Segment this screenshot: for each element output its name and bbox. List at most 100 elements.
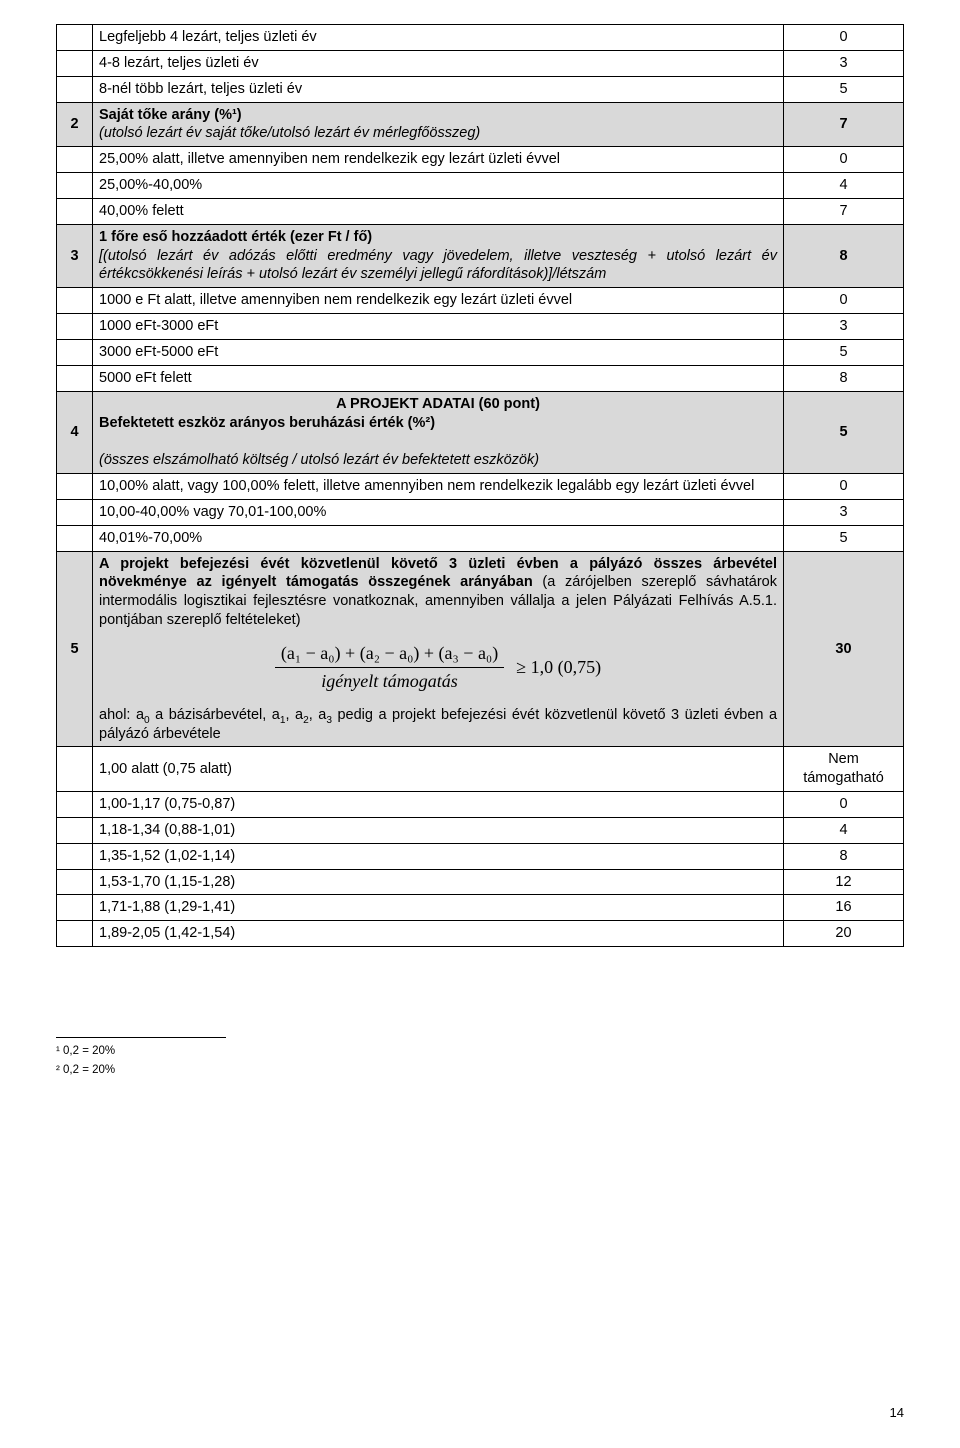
footnote-2: ² 0,2 = 20% [56, 1061, 904, 1079]
row-text: 1000 e Ft alatt, illetve amennyiben nem … [93, 288, 784, 314]
row-value: 3 [784, 314, 904, 340]
row-num-empty [57, 339, 93, 365]
criteria-max: 7 [784, 102, 904, 147]
t: , a [309, 707, 327, 723]
row-text: 1,71-1,88 (1,29-1,41) [93, 895, 784, 921]
row-value: 4 [784, 817, 904, 843]
table-row: Legfeljebb 4 lezárt, teljes üzleti év 0 [57, 25, 904, 51]
row-num-empty [57, 314, 93, 340]
fraction-numerator: (a₁ − a₀) + (a₂ − a₀) + (a₃ − a₀) [275, 642, 504, 667]
row-text: 1,00-1,17 (0,75-0,87) [93, 792, 784, 818]
row-text: 4-8 lezárt, teljes üzleti év [93, 50, 784, 76]
criteria-number: 3 [57, 224, 93, 288]
criteria-subtitle: (összes elszámolható költség / utolsó le… [99, 452, 539, 468]
table-row: 5000 eFt felett 8 [57, 365, 904, 391]
footnote-1: ¹ 0,2 = 20% [56, 1042, 904, 1060]
t: ahol: a [99, 707, 144, 723]
table-row: 10,00-40,00% vagy 70,01-100,00% 3 [57, 499, 904, 525]
row-text: 25,00%-40,00% [93, 173, 784, 199]
criteria-number: 5 [57, 551, 93, 747]
table-row: 1,89-2,05 (1,42-1,54) 20 [57, 921, 904, 947]
criteria-title: Saját tőke arány (%¹) [99, 107, 242, 123]
criteria-subtitle: (utolsó lezárt év saját tőke/utolsó lezá… [99, 125, 480, 141]
row-text: 3000 eFt-5000 eFt [93, 339, 784, 365]
criteria-max: 5 [784, 391, 904, 473]
table-row: 1000 eFt-3000 eFt 3 [57, 314, 904, 340]
table-row: 3000 eFt-5000 eFt 5 [57, 339, 904, 365]
row-value: 8 [784, 365, 904, 391]
criteria-text: 1 főre eső hozzáadott érték (ezer Ft / f… [93, 224, 784, 288]
criteria-number: 2 [57, 102, 93, 147]
row-num-empty [57, 365, 93, 391]
row-value: 7 [784, 198, 904, 224]
formula-where: ahol: a0 a bázisárbevétel, a1, a2, a3 pe… [99, 706, 777, 744]
row-num-empty [57, 198, 93, 224]
row-text: 10,00% alatt, vagy 100,00% felett, illet… [93, 474, 784, 500]
row-value: 3 [784, 499, 904, 525]
fraction-denominator: igényelt támogatás [275, 667, 504, 693]
row-text: Legfeljebb 4 lezárt, teljes üzleti év [93, 25, 784, 51]
row-value: 0 [784, 288, 904, 314]
table-row: 1,18-1,34 (0,88-1,01) 4 [57, 817, 904, 843]
row-num-empty [57, 817, 93, 843]
table-row: 1,71-1,88 (1,29-1,41) 16 [57, 895, 904, 921]
row-text: 40,01%-70,00% [93, 525, 784, 551]
table-row: 25,00% alatt, illetve amennyiben nem ren… [57, 147, 904, 173]
page: Legfeljebb 4 lezárt, teljes üzleti év 0 … [0, 0, 960, 1448]
row-value: 0 [784, 147, 904, 173]
row-num-empty [57, 792, 93, 818]
criteria-title: Befektetett eszköz arányos beruházási ér… [99, 415, 435, 431]
table-row: 1,00-1,17 (0,75-0,87) 0 [57, 792, 904, 818]
row-num-empty [57, 147, 93, 173]
row-num-empty [57, 173, 93, 199]
table-row: 10,00% alatt, vagy 100,00% felett, illet… [57, 474, 904, 500]
row-text: 1,00 alatt (0,75 alatt) [93, 747, 784, 792]
table-row: 1,35-1,52 (1,02-1,14) 8 [57, 843, 904, 869]
page-number: 14 [890, 1405, 904, 1420]
table-row: 25,00%-40,00% 4 [57, 173, 904, 199]
row-num-empty [57, 499, 93, 525]
row-num-empty [57, 747, 93, 792]
scoring-table: Legfeljebb 4 lezárt, teljes üzleti év 0 … [56, 24, 904, 947]
row-text: 10,00-40,00% vagy 70,01-100,00% [93, 499, 784, 525]
row-value: 3 [784, 50, 904, 76]
row-value: 16 [784, 895, 904, 921]
table-row: 1000 e Ft alatt, illetve amennyiben nem … [57, 288, 904, 314]
row-text: 25,00% alatt, illetve amennyiben nem ren… [93, 147, 784, 173]
table-row: 40,00% felett 7 [57, 198, 904, 224]
criteria-max: 8 [784, 224, 904, 288]
row-text: 1,53-1,70 (1,15-1,28) [93, 869, 784, 895]
row-value: 8 [784, 843, 904, 869]
row-num-empty [57, 895, 93, 921]
row-text: 40,00% felett [93, 198, 784, 224]
criteria-text: Saját tőke arány (%¹) (utolsó lezárt év … [93, 102, 784, 147]
row-text: 1,18-1,34 (0,88-1,01) [93, 817, 784, 843]
row-num-empty [57, 76, 93, 102]
inequality: ≥ 1,0 (0,75) [516, 657, 601, 677]
row-num-empty [57, 525, 93, 551]
section-title: A PROJEKT ADATAI (60 pont) [99, 395, 777, 414]
row-num-empty [57, 50, 93, 76]
criteria-number: 4 [57, 391, 93, 473]
row-value: 4 [784, 173, 904, 199]
criteria-title: 1 főre eső hozzáadott érték (ezer Ft / f… [99, 229, 372, 245]
criteria-subtitle: [(utolsó lezárt év adózás előtti eredmén… [99, 248, 777, 283]
row-value: 0 [784, 792, 904, 818]
criteria-text: A projekt befejezési évét közvetlenül kö… [93, 551, 784, 747]
row-num-empty [57, 843, 93, 869]
formula: (a₁ − a₀) + (a₂ − a₀) + (a₃ − a₀) igénye… [99, 630, 777, 706]
table-row: 1,53-1,70 (1,15-1,28) 12 [57, 869, 904, 895]
t: a bázisárbevétel, a [150, 707, 280, 723]
row-text: 1,89-2,05 (1,42-1,54) [93, 921, 784, 947]
row-value: 5 [784, 525, 904, 551]
criteria-header-row: 2 Saját tőke arány (%¹) (utolsó lezárt é… [57, 102, 904, 147]
table-row: 40,01%-70,00% 5 [57, 525, 904, 551]
criteria-max: 30 [784, 551, 904, 747]
row-value: 0 [784, 25, 904, 51]
row-num-empty [57, 869, 93, 895]
criteria-header-row: 3 1 főre eső hozzáadott érték (ezer Ft /… [57, 224, 904, 288]
table-row: 1,00 alatt (0,75 alatt) Nem támogatható [57, 747, 904, 792]
criteria-text: A PROJEKT ADATAI (60 pont) Befektetett e… [93, 391, 784, 473]
row-value: 20 [784, 921, 904, 947]
row-text: 8-nél több lezárt, teljes üzleti év [93, 76, 784, 102]
